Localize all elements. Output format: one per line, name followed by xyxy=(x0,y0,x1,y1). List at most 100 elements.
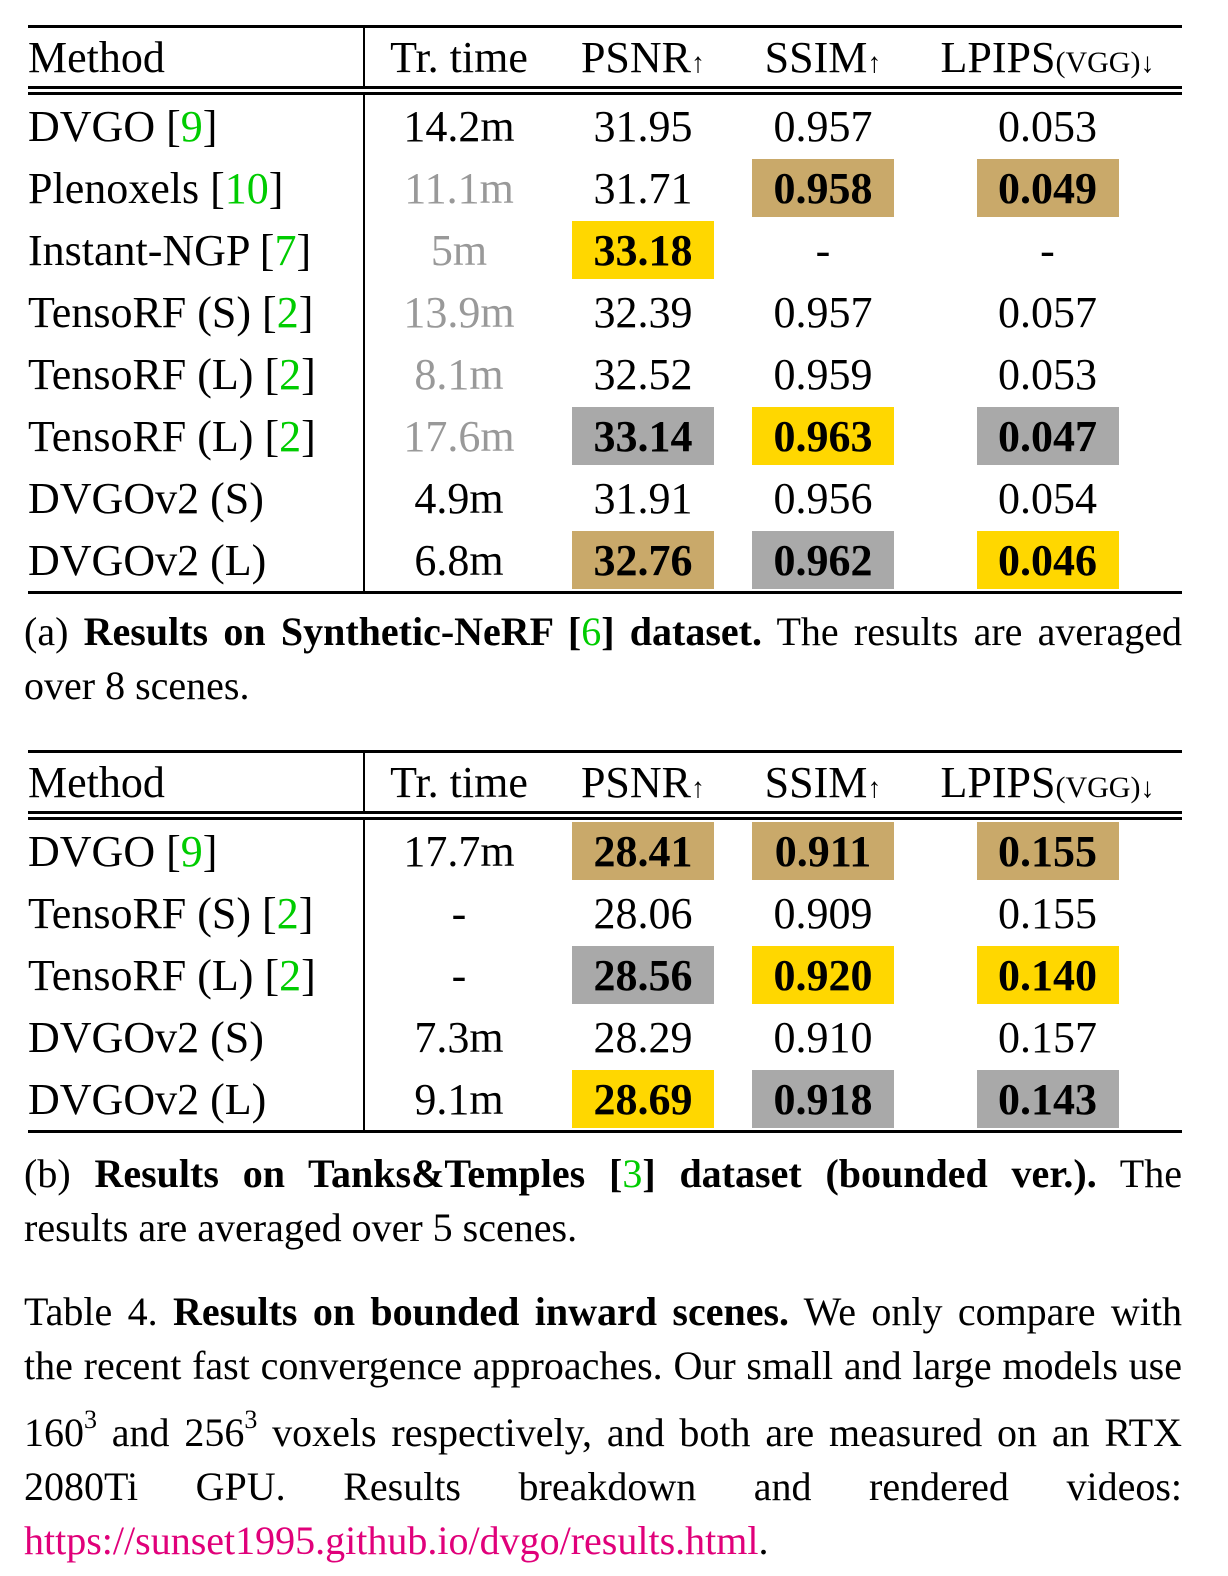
subtable-caption: (b) Results on Tanks&Temples [3] dataset… xyxy=(24,1147,1182,1255)
method-cell: DVGOv2 (L) xyxy=(28,1068,365,1132)
highlighted-value: 28.56 xyxy=(572,946,714,1004)
method-cell: DVGOv2 (L) xyxy=(28,529,365,593)
table-row: DVGOv2 (L) 9.1m 28.69 0.918 0.143 xyxy=(28,1068,1182,1132)
value-cell: 0.057 xyxy=(913,281,1182,343)
value: 0.957 xyxy=(773,287,873,337)
bold-text: ] dataset. xyxy=(601,609,762,654)
value: 7.3m xyxy=(414,1012,504,1062)
highlighted-value: 0.911 xyxy=(752,822,894,880)
text: The results are averaged over 5 scenes. xyxy=(24,1151,1182,1250)
value-cell: 0.157 xyxy=(913,1006,1182,1068)
table-row: DVGOv2 (L) 6.8m 32.76 0.962 0.046 xyxy=(28,529,1182,593)
value-cell: 9.1m xyxy=(364,1068,553,1132)
value-cell: 0.143 xyxy=(913,1068,1182,1132)
cite-text: 3 xyxy=(622,1151,643,1196)
text: and 256 xyxy=(97,1410,245,1455)
method-cell: TensoRF (L) [2] xyxy=(28,944,365,1006)
text: DVGOv2 (L) xyxy=(28,1074,267,1124)
highlighted-value: 0.920 xyxy=(752,946,894,1004)
text: ] xyxy=(301,950,316,1000)
header-row: Method Tr. time PSNR↑ SSIM↑ LPIPS(VGG)↓ xyxy=(28,751,1182,816)
value: 0.054 xyxy=(998,473,1097,523)
value-cell: 0.053 xyxy=(913,343,1182,405)
arrow-text: ↑ xyxy=(691,772,706,804)
results-table: Method Tr. time PSNR↑ SSIM↑ LPIPS(VGG)↓ DVGO … xyxy=(28,25,1182,594)
header-cell: PSNR↑ xyxy=(553,27,733,91)
text: LPIPS xyxy=(940,32,1056,82)
value: 0.957 xyxy=(773,101,873,151)
text: DVGO [ xyxy=(28,826,181,876)
text: Table 4. xyxy=(24,1289,173,1334)
value-cell: 32.52 xyxy=(553,343,733,405)
text: ] xyxy=(298,287,314,337)
value-cell: - xyxy=(733,219,913,281)
text: Method xyxy=(28,757,165,807)
value: 0.910 xyxy=(773,1012,873,1062)
value-cell: 33.14 xyxy=(553,405,733,467)
arrow-text: ↓ xyxy=(1140,772,1155,804)
header-cell: Method xyxy=(28,751,365,816)
text: The results are aver­aged over 8 scenes. xyxy=(24,609,1182,708)
value-cell: 17.6m xyxy=(364,405,553,467)
method-cell: DVGOv2 (S) xyxy=(28,1006,365,1068)
value-cell: 28.69 xyxy=(553,1068,733,1132)
highlighted-value: 0.140 xyxy=(976,946,1119,1004)
value: 28.06 xyxy=(593,888,693,938)
value: 0.053 xyxy=(998,349,1097,399)
value: 0.155 xyxy=(998,888,1097,938)
header-cell: LPIPS(VGG)↓ xyxy=(913,27,1182,91)
value-cell: 0.958 xyxy=(733,157,913,219)
table-head: Method Tr. time PSNR↑ SSIM↑ LPIPS(VGG)↓ xyxy=(28,26,1182,91)
text: ] xyxy=(268,163,284,213)
arrow-text: ↑ xyxy=(867,47,882,79)
text: DVGOv2 (S) xyxy=(28,1012,264,1062)
value: - xyxy=(451,950,467,1000)
value-cell: 28.06 xyxy=(553,882,733,944)
small-text: (VGG) xyxy=(1055,45,1141,79)
highlighted-value: 0.962 xyxy=(752,531,894,589)
highlighted-value: 28.41 xyxy=(572,822,714,880)
cite-text: 2 xyxy=(276,888,299,938)
value-cell: 17.7m xyxy=(364,816,553,883)
table-row: TensoRF (L) [2] 17.6m 33.14 0.963 0.047 xyxy=(28,405,1182,467)
value: 13.9m xyxy=(403,287,515,337)
value-cell: 0.962 xyxy=(733,529,913,593)
value: 8.1m xyxy=(414,349,504,399)
table-row: TensoRF (L) [2] 8.1m 32.52 0.959 0.053 xyxy=(28,343,1182,405)
cite-text: 9 xyxy=(180,826,203,876)
bold-text: Results on bounded inward scenes. xyxy=(173,1289,790,1334)
method-cell: TensoRF (S) [2] xyxy=(28,281,365,343)
value: 0.157 xyxy=(998,1012,1097,1062)
value-cell: 14.2m xyxy=(364,91,553,158)
text: (a) xyxy=(24,609,84,654)
arrow-text: ↑ xyxy=(867,772,882,804)
text: Method xyxy=(28,32,165,82)
text: PSNR xyxy=(580,757,692,807)
bold-text: Results on Synthetic-NeRF [ xyxy=(83,609,582,654)
header-cell: SSIM↑ xyxy=(733,27,913,91)
header-cell: Tr. time xyxy=(364,752,553,816)
text: PSNR xyxy=(580,32,692,82)
small-text: (VGG) xyxy=(1055,770,1141,804)
cite-text: 6 xyxy=(581,609,602,654)
value: - xyxy=(451,888,467,938)
value: 31.71 xyxy=(593,163,693,213)
table-row: DVGO [9] 17.7m 28.41 0.911 0.155 xyxy=(28,815,1182,883)
value: 0.959 xyxy=(773,349,873,399)
value-cell: 31.91 xyxy=(553,467,733,529)
text: TensoRF (S) [ xyxy=(28,888,277,938)
text: DVGOv2 (L) xyxy=(28,535,267,585)
value-cell: 8.1m xyxy=(364,343,553,405)
cite-text: 7 xyxy=(274,225,297,275)
value: 11.1m xyxy=(404,163,514,213)
value: 0.956 xyxy=(773,473,873,523)
value-cell: - xyxy=(913,219,1182,281)
value-cell: 0.140 xyxy=(913,944,1182,1006)
value: 17.7m xyxy=(403,826,515,876)
value-cell: 5m xyxy=(364,219,553,281)
text: . xyxy=(758,1518,769,1563)
value-cell: 11.1m xyxy=(364,157,553,219)
value-cell: - xyxy=(364,944,553,1006)
cite-text: 2 xyxy=(279,950,302,1000)
method-cell: DVGOv2 (S) xyxy=(28,467,365,529)
